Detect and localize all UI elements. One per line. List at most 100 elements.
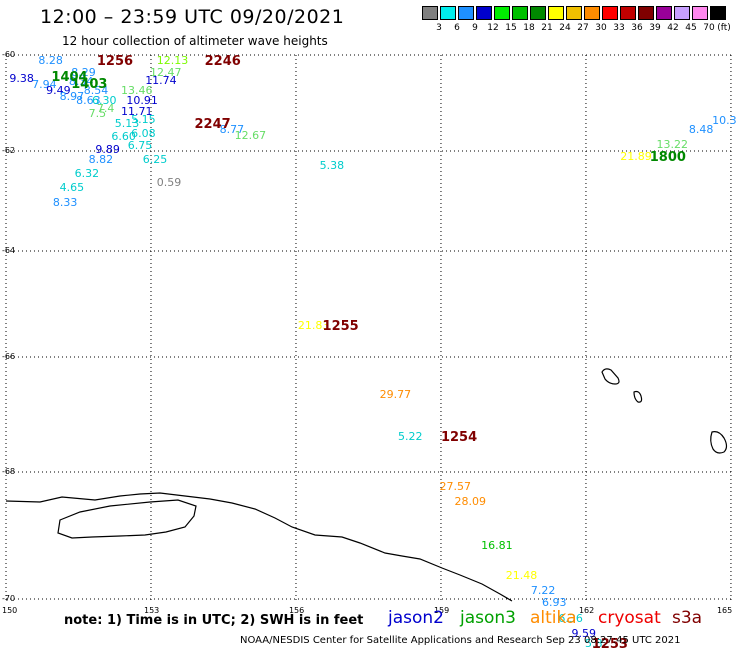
colorbar-label: 3 [436, 23, 442, 33]
island-1 [601, 368, 620, 385]
footer-credit: NOAA/NESDIS Center for Satellite Applica… [240, 635, 681, 646]
colorbar-label: 9 [472, 23, 478, 33]
wave-height-value: 5.15 [131, 112, 156, 126]
longitude-label: 162 [578, 606, 595, 615]
wave-height-value: 13.22 [656, 138, 689, 152]
latitude-label: -64 [2, 246, 16, 255]
colorbar-label: 24 [559, 23, 571, 33]
wave-height-value: 5.22 [397, 429, 423, 443]
wave-height-value: 6.08 [131, 126, 156, 140]
latitude-label: -62 [2, 146, 16, 155]
pass-time-label: 1403 [71, 77, 108, 93]
wave-height-value: 8.29 [71, 65, 96, 79]
pass-time-label: 2246 [204, 54, 241, 69]
satellite-legend-altika: altika [530, 608, 577, 628]
wave-height-value: 8.77 [219, 123, 245, 137]
wave-height-value: 6.60 [111, 130, 136, 144]
colorbar-label: 30 [595, 23, 607, 33]
colorbar-label: 6 [454, 23, 460, 33]
wave-height-value: 8.48 [688, 123, 714, 137]
colorbar-swatch [548, 6, 564, 20]
colorbar-label: 42 [667, 23, 679, 33]
map-title: 12:00 – 23:59 UTC 09/20/2021 [40, 6, 345, 28]
latitude-label: -68 [2, 467, 16, 476]
wave-height-value: 8.28 [38, 54, 63, 67]
wave-height-value: 6.93 [541, 596, 567, 610]
wave-height-value: 27.57 [439, 479, 472, 493]
latitude-label: -70 [2, 594, 16, 603]
wave-height-value: 8.63 [76, 94, 101, 108]
colorbar-swatch [602, 6, 618, 20]
colorbar-label: 15 [505, 23, 517, 33]
colorbar-swatch [692, 6, 708, 20]
island-2 [633, 390, 643, 403]
wave-height-value: 7.22 [530, 584, 556, 598]
colorbar-swatch [638, 6, 654, 20]
coastline-ice-tongue [57, 499, 197, 539]
wave-height-value: 12.47 [150, 65, 182, 79]
colorbar-swatch [620, 6, 636, 20]
coastline-main [5, 492, 513, 602]
wave-height-value: 16.81 [481, 538, 513, 552]
colorbar-swatch [566, 6, 582, 20]
colorbar-swatch [494, 6, 510, 20]
colorbar-label: 36 [631, 23, 643, 33]
wave-height-value: 28.09 [454, 495, 487, 509]
wave-height-value: 9.59 [571, 627, 596, 641]
wave-height-value: 7.4 [96, 102, 115, 115]
wave-height-value: 21.89 [620, 150, 652, 163]
wave-height-value: 6.32 [74, 166, 100, 180]
pass-time-label: 2247 [194, 116, 231, 132]
colorbar-label: 33 [613, 23, 625, 33]
colorbar-unit: (ft) [717, 23, 731, 33]
colorbar-label: 39 [649, 23, 661, 33]
latitude-label: -66 [2, 352, 16, 361]
wave-height-value: 12.13 [156, 54, 189, 67]
wave-height-value: 21.48 [505, 569, 538, 583]
colorbar-label: 12 [487, 23, 499, 33]
wave-height-value: 8.33 [52, 195, 78, 209]
colorbar-swatch [656, 6, 672, 20]
graticule-grid [5, 54, 734, 601]
wave-height-value: 11.71 [121, 104, 153, 118]
wave-height-value: 6.30 [92, 94, 117, 108]
wave-height-value: 10.3 [712, 114, 737, 128]
wave-height-value: 5.82 [584, 636, 610, 650]
colorbar-swatch [476, 6, 492, 20]
longitude-label: 153 [143, 606, 160, 615]
wave-height-value: 5.38 [319, 159, 345, 172]
wave-height-value: 8.54 [83, 83, 109, 97]
colorbar-swatch [422, 6, 438, 20]
wave-height-value: 6.36 [558, 611, 583, 625]
wave-height-value: 21.83 [297, 319, 330, 333]
wave-height-value: 9.49 [46, 84, 71, 98]
wave-height-value: 13.46 [121, 83, 153, 97]
island-3 [710, 431, 728, 454]
satellite-legend-jason2: jason2 [388, 608, 444, 628]
colorbar-label: 18 [523, 23, 535, 33]
colorbar-swatch [458, 6, 474, 20]
wave-height-value: 11.74 [145, 74, 177, 88]
wave-height-value: 6.25 [142, 152, 168, 166]
pass-time-label: 1255 [322, 319, 359, 335]
longitude-label: 150 [2, 606, 18, 615]
pass-time-label: 1800 [649, 150, 686, 165]
wave-height-value: 12.67 [234, 128, 267, 142]
colorbar-label: 27 [577, 23, 589, 33]
longitude-label: 165 [716, 606, 733, 615]
longitude-label: 159 [433, 606, 450, 615]
colorbar-label: 70 [703, 23, 715, 33]
wave-height-value: 0.59 [156, 175, 182, 189]
longitude-label: 156 [288, 606, 305, 615]
colorbar-swatch [530, 6, 546, 20]
colorbar-swatch [710, 6, 726, 20]
wave-height-value: 5.13 [114, 116, 140, 130]
wave-height-value: 9.89 [95, 143, 120, 157]
wave-height-value: 7.94 [32, 78, 57, 91]
wave-height-value: 7.5 [88, 106, 107, 120]
wave-height-value: 6.75 [127, 139, 153, 153]
wave-height-value: 29.77 [379, 388, 412, 402]
wave-height-value: 9.38 [9, 72, 34, 86]
latitude-label: -60 [2, 50, 16, 59]
